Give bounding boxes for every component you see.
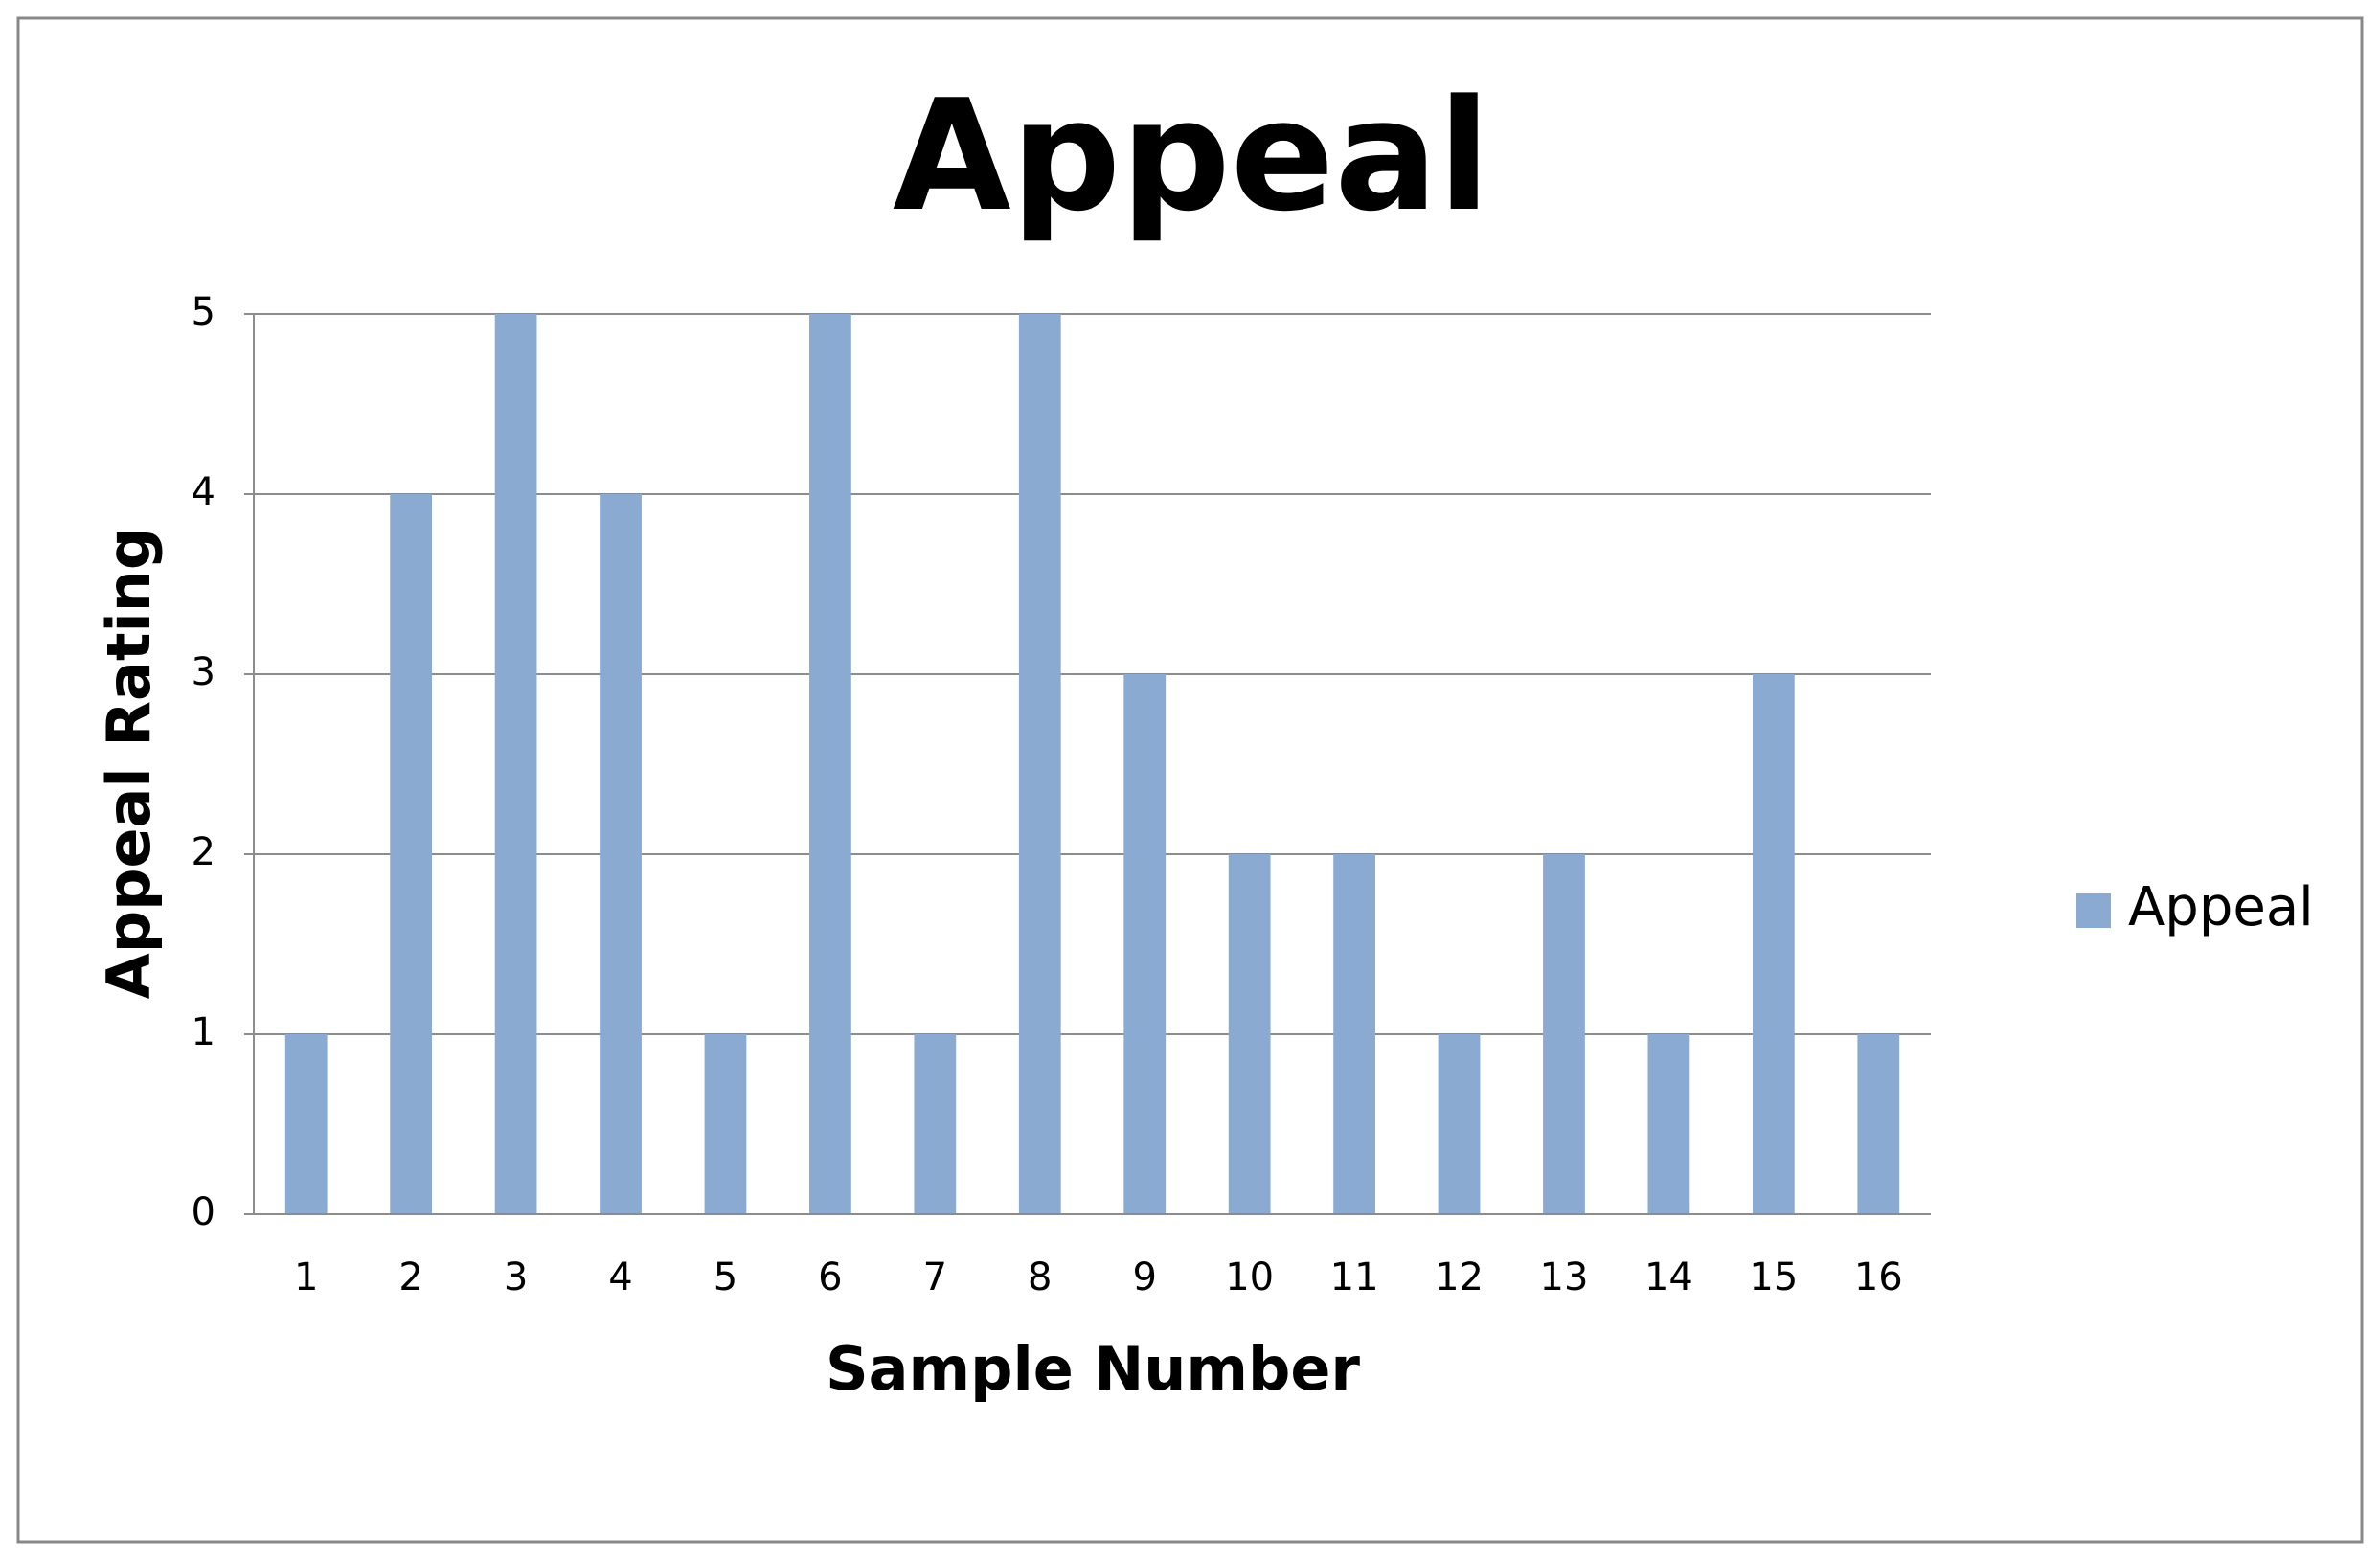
bar [1752,674,1795,1214]
x-tick-label: 14 [1644,1255,1693,1299]
x-tick-label: 13 [1540,1255,1589,1299]
x-tick-label: 15 [1749,1255,1798,1299]
bar [1543,854,1585,1214]
chart-title: Appeal [893,66,1490,245]
x-axis-title: Sample Number [826,1334,1360,1404]
bar [284,1034,328,1214]
bar [1018,314,1061,1214]
bar [914,1034,957,1214]
x-tick-label: 5 [714,1255,737,1299]
y-tick-label: 4 [192,470,215,514]
x-tick-label: 9 [1132,1255,1156,1299]
y-axis-title: Appeal Rating [94,528,164,999]
x-tick-label: 3 [504,1255,528,1299]
x-tick-label: 16 [1854,1255,1903,1299]
x-tick-label: 8 [1028,1255,1052,1299]
y-tick-label: 5 [192,290,215,334]
bar [494,314,537,1214]
bar [390,494,433,1214]
legend-label: Appeal [2128,876,2314,938]
chart-border [16,16,2364,1544]
y-tick-label: 0 [192,1190,215,1234]
y-tick-label: 2 [192,830,215,874]
y-tick-label: 1 [192,1010,215,1054]
x-tick-label: 2 [398,1255,422,1299]
x-tick-label: 11 [1330,1255,1379,1299]
bar [1333,854,1375,1214]
bar [1857,1034,1900,1214]
bar [1438,1034,1481,1214]
bar [1123,674,1167,1214]
x-tick-label: 6 [818,1255,842,1299]
bar [600,494,642,1214]
x-tick-label: 10 [1225,1255,1274,1299]
x-tick-label: 12 [1435,1255,1484,1299]
bar [704,1034,747,1214]
x-tick-label: 1 [294,1255,318,1299]
bar [1228,854,1271,1214]
y-tick-label: 3 [192,650,215,694]
bar [809,314,851,1214]
legend-swatch [2076,893,2111,928]
x-tick-label: 7 [923,1255,947,1299]
x-tick-label: 4 [608,1255,632,1299]
bar [1647,1034,1690,1214]
